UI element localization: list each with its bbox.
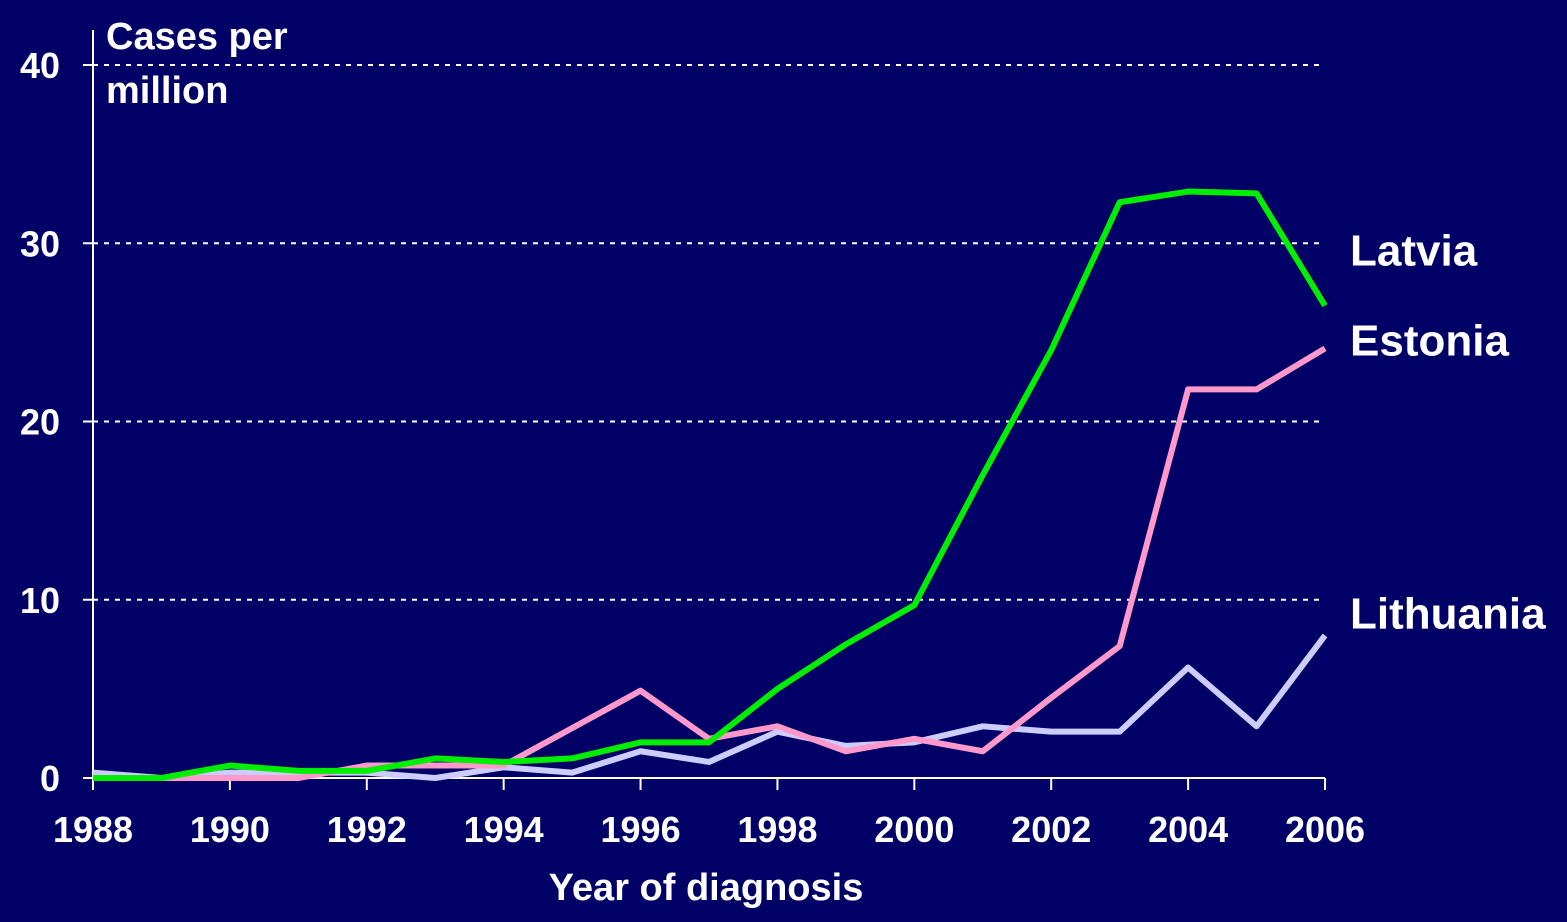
series-line (93, 188, 1328, 781)
legend-label: Lithuania (1350, 589, 1546, 638)
x-tick-label: 1996 (601, 809, 681, 850)
legend-label: Latvia (1350, 227, 1478, 276)
x-tick-label: 1988 (53, 809, 133, 850)
x-tick-label: 2000 (874, 809, 954, 850)
y-tick-label: 20 (20, 402, 60, 443)
x-tick-label: 2004 (1148, 809, 1228, 850)
y-axis-label: Cases per million (106, 16, 288, 112)
x-axis-label: Year of diagnosis (549, 867, 864, 909)
y-tick-label: 10 (20, 580, 60, 621)
y-tick-label: 40 (20, 45, 60, 86)
legend-label: Estonia (1350, 316, 1509, 365)
x-tick-label: 1994 (464, 809, 544, 850)
x-tick-label: 1990 (190, 809, 270, 850)
x-tick-label: 2002 (1011, 809, 1091, 850)
y-tick-label: 0 (40, 758, 60, 799)
series-line (92, 633, 1328, 781)
x-tick-label: 2006 (1285, 809, 1365, 850)
x-tick-label: 1992 (327, 809, 407, 850)
x-tick-label: 1998 (737, 809, 817, 850)
y-tick-label: 30 (20, 223, 60, 264)
